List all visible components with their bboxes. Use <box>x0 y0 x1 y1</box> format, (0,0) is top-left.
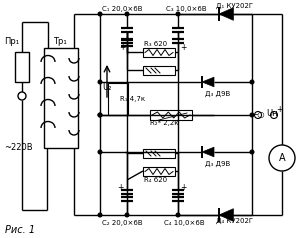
Bar <box>150 110 192 120</box>
Text: Д₁ КУ202Г: Д₁ КУ202Г <box>216 3 253 9</box>
Bar <box>143 66 175 75</box>
Polygon shape <box>202 77 214 87</box>
Circle shape <box>250 113 254 117</box>
Circle shape <box>98 80 102 84</box>
Text: C₄ 10,0×6В: C₄ 10,0×6В <box>164 220 205 226</box>
Text: C₃ 10,0×6В: C₃ 10,0×6В <box>166 6 206 12</box>
Text: Пр₁: Пр₁ <box>4 38 19 46</box>
Circle shape <box>98 150 102 154</box>
Text: +: + <box>180 183 186 192</box>
Circle shape <box>98 113 102 117</box>
Text: Д₃ Д9В: Д₃ Д9В <box>205 161 230 167</box>
Text: –○: –○ <box>254 109 265 119</box>
Circle shape <box>176 213 180 217</box>
Text: U₂: U₂ <box>102 84 111 93</box>
Circle shape <box>250 150 254 154</box>
Circle shape <box>255 111 262 119</box>
Bar <box>143 149 175 158</box>
Text: +: + <box>117 183 123 192</box>
Text: А: А <box>279 153 285 163</box>
Circle shape <box>125 12 129 16</box>
Circle shape <box>176 12 180 16</box>
Text: R₂* 2,2к: R₂* 2,2к <box>150 120 178 126</box>
Circle shape <box>269 145 295 171</box>
Circle shape <box>250 80 254 84</box>
Bar <box>44 48 78 148</box>
Text: Д₃ Д9В: Д₃ Д9В <box>205 91 230 97</box>
Bar <box>15 52 29 82</box>
Bar <box>143 48 175 57</box>
Text: +: + <box>180 43 186 51</box>
Circle shape <box>271 111 278 119</box>
Polygon shape <box>202 147 214 157</box>
Text: Д₄ КУ202Г: Д₄ КУ202Г <box>216 218 253 224</box>
Text: ~220В: ~220В <box>4 144 33 153</box>
Text: +: + <box>119 43 126 51</box>
Circle shape <box>98 12 102 16</box>
Text: Uн: Uн <box>266 109 278 119</box>
Text: Рис. 1: Рис. 1 <box>5 225 35 235</box>
Polygon shape <box>219 8 233 20</box>
Text: R₄ 620: R₄ 620 <box>144 177 167 183</box>
Circle shape <box>18 92 26 100</box>
Text: +: + <box>276 105 282 114</box>
Text: R₃ 620: R₃ 620 <box>144 41 167 47</box>
Circle shape <box>98 213 102 217</box>
Polygon shape <box>219 209 233 221</box>
Circle shape <box>125 213 129 217</box>
Text: C₁ 20,0×6В: C₁ 20,0×6В <box>102 6 142 12</box>
Bar <box>108 83 128 115</box>
Bar <box>143 167 175 176</box>
Text: R₁ 4,7к: R₁ 4,7к <box>120 96 145 102</box>
Text: C₂ 20,0×6В: C₂ 20,0×6В <box>102 220 143 226</box>
Circle shape <box>98 113 102 117</box>
Text: Тр₁: Тр₁ <box>53 38 67 46</box>
